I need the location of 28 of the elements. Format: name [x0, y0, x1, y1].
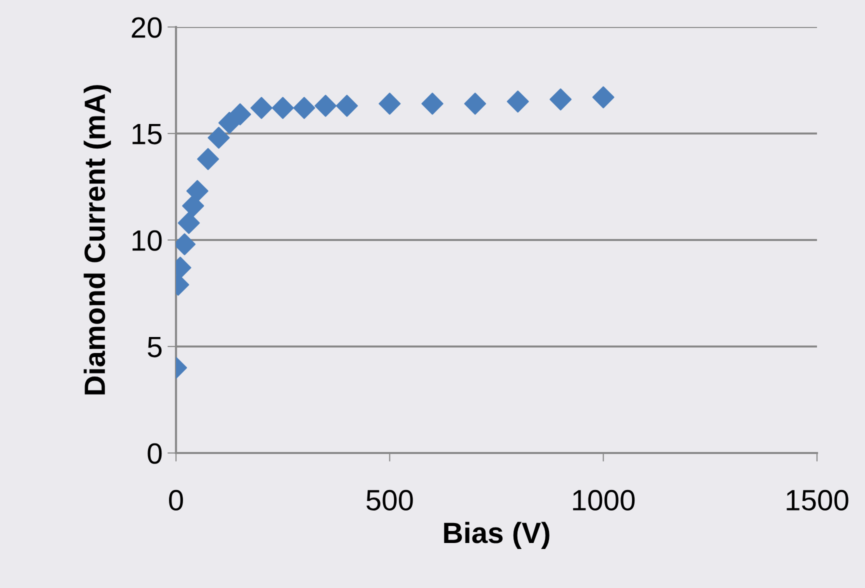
x-tick-label: 1000 [573, 490, 635, 511]
x-tick-label: 0 [169, 490, 183, 511]
x-tick-label: 500 [366, 490, 413, 511]
point [250, 96, 272, 119]
point [421, 92, 444, 115]
point [464, 92, 486, 115]
point [182, 194, 204, 217]
point [208, 126, 230, 149]
y-tick-label: 15 [132, 124, 162, 144]
point [378, 92, 401, 115]
y-axis-title: Diamond Current (mA) [84, 85, 111, 394]
point [506, 90, 529, 113]
x-axis-title: Bias (V) [444, 522, 550, 550]
y-tick-label: 10 [132, 230, 162, 251]
point [186, 180, 208, 202]
point [293, 96, 316, 119]
point [272, 96, 294, 119]
point [336, 94, 358, 117]
y-tick-label: 0 [148, 443, 162, 464]
point [229, 103, 252, 126]
point [550, 88, 572, 110]
point [178, 212, 200, 234]
y-tick-label: 20 [132, 17, 162, 38]
point [197, 148, 220, 170]
point [314, 94, 337, 117]
x-tick-label: 1500 [786, 490, 848, 511]
y-tick-label: 5 [148, 337, 162, 358]
point [592, 86, 614, 108]
